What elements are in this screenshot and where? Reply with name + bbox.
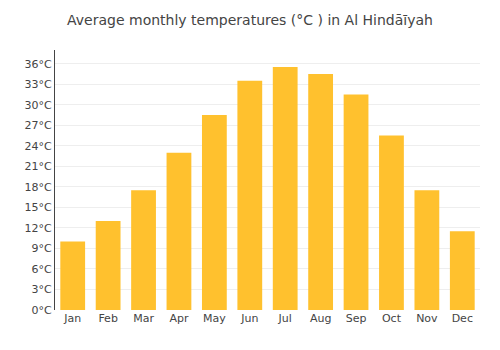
svg-text:Dec: Dec bbox=[452, 312, 473, 325]
svg-text:Apr: Apr bbox=[169, 312, 189, 325]
svg-text:Jan: Jan bbox=[63, 312, 81, 325]
svg-text:Aug: Aug bbox=[310, 312, 331, 325]
svg-text:Oct: Oct bbox=[382, 312, 402, 325]
svg-text:27°C: 27°C bbox=[25, 119, 52, 132]
svg-text:24°C: 24°C bbox=[25, 140, 52, 153]
svg-text:Jul: Jul bbox=[278, 312, 292, 325]
svg-text:Feb: Feb bbox=[98, 312, 117, 325]
svg-text:30°C: 30°C bbox=[25, 99, 52, 112]
svg-text:Nov: Nov bbox=[416, 312, 438, 325]
svg-text:Jun: Jun bbox=[240, 312, 258, 325]
svg-text:6°C: 6°C bbox=[32, 263, 52, 276]
svg-text:18°C: 18°C bbox=[25, 181, 52, 194]
svg-text:33°C: 33°C bbox=[25, 78, 52, 91]
svg-text:21°C: 21°C bbox=[25, 160, 52, 173]
svg-text:Sep: Sep bbox=[346, 312, 367, 325]
svg-text:36°C: 36°C bbox=[25, 58, 52, 71]
svg-text:12°C: 12°C bbox=[25, 222, 52, 235]
svg-text:0°C: 0°C bbox=[32, 304, 52, 317]
svg-text:3°C: 3°C bbox=[32, 283, 52, 296]
svg-text:May: May bbox=[203, 312, 226, 325]
svg-text:Average monthly temperatures (: Average monthly temperatures (°C ) in Al… bbox=[67, 12, 433, 28]
svg-text:Mar: Mar bbox=[133, 312, 154, 325]
svg-text:15°C: 15°C bbox=[25, 201, 52, 214]
svg-text:9°C: 9°C bbox=[32, 242, 52, 255]
